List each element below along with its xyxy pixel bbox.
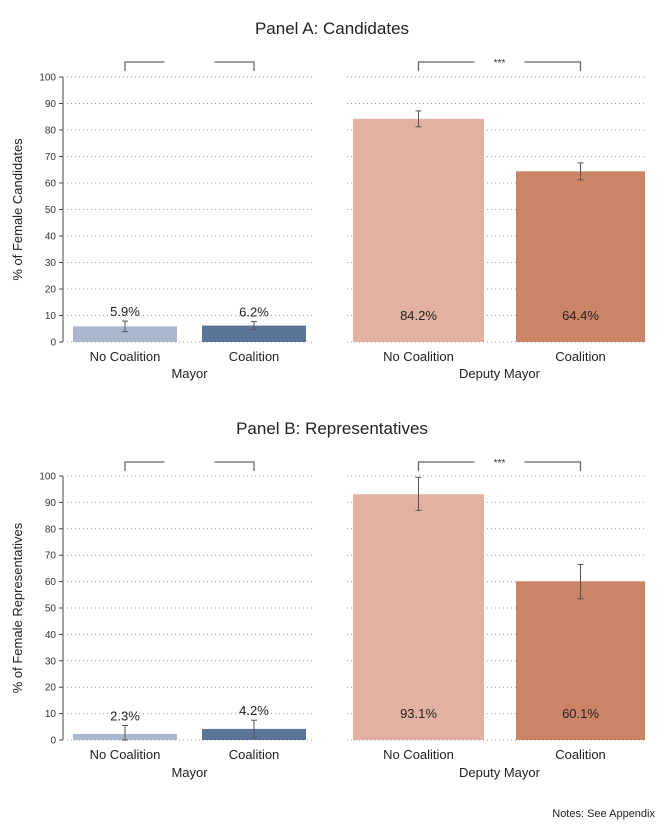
significance-label: ***: [494, 58, 506, 69]
notes-text: Notes: See Appendix: [552, 808, 655, 820]
group-label: Deputy Mayor: [459, 366, 541, 381]
significance-bracket: [124, 61, 165, 71]
significance-bracket: [417, 461, 475, 471]
panel-title: Panel A: Candidates: [255, 19, 409, 38]
data-label: 64.4%: [562, 308, 599, 323]
data-label: 2.3%: [110, 708, 140, 723]
data-label: 60.1%: [562, 706, 599, 721]
y-tick-label: 20: [45, 285, 57, 296]
significance-bracket: [124, 461, 165, 471]
x-tick-label: Coalition: [555, 349, 606, 364]
y-tick-label: 70: [45, 551, 57, 562]
x-tick-label: No Coalition: [90, 747, 161, 762]
y-tick-label: 0: [50, 736, 56, 747]
data-label: 84.2%: [400, 308, 437, 323]
data-label: 6.2%: [239, 305, 269, 320]
x-tick-label: Coalition: [229, 349, 280, 364]
group-label: Deputy Mayor: [459, 765, 541, 780]
y-axis-label: % of Female Representatives: [10, 522, 25, 693]
significance-bracket: [524, 61, 582, 71]
y-tick-label: 40: [45, 630, 57, 641]
y-axis-label: % of Female Candidates: [10, 138, 25, 281]
y-tick-label: 60: [45, 179, 57, 190]
y-tick-label: 30: [45, 656, 57, 667]
y-tick-label: 20: [45, 683, 57, 694]
bar: [353, 494, 484, 740]
panel-title: Panel B: Representatives: [236, 419, 428, 438]
bar: [202, 325, 306, 342]
group-label: Mayor: [171, 765, 208, 780]
y-tick-label: 60: [45, 577, 57, 588]
significance-bracket: [214, 61, 255, 71]
x-tick-label: Coalition: [555, 747, 606, 762]
y-tick-label: 50: [45, 604, 57, 615]
y-tick-label: 90: [45, 498, 57, 509]
y-tick-label: 50: [45, 205, 57, 216]
group-label: Mayor: [171, 366, 208, 381]
y-tick-label: 30: [45, 258, 57, 269]
y-tick-label: 90: [45, 99, 57, 110]
data-label: 4.2%: [239, 703, 269, 718]
x-tick-label: No Coalition: [90, 349, 161, 364]
significance-bracket: [214, 461, 255, 471]
bar: [516, 171, 645, 342]
y-tick-label: 40: [45, 232, 57, 243]
y-tick-label: 0: [50, 338, 56, 349]
y-tick-label: 100: [39, 73, 56, 84]
y-tick-label: 10: [45, 709, 57, 720]
bar: [516, 581, 645, 740]
x-tick-label: No Coalition: [383, 349, 454, 364]
y-tick-label: 80: [45, 524, 57, 535]
data-label: 5.9%: [110, 304, 140, 319]
x-tick-label: No Coalition: [383, 747, 454, 762]
significance-bracket: [524, 461, 582, 471]
y-tick-label: 70: [45, 152, 57, 163]
significance-label: ***: [494, 458, 506, 469]
data-label: 93.1%: [400, 706, 437, 721]
significance-bracket: [417, 61, 475, 71]
y-tick-label: 10: [45, 311, 57, 322]
x-tick-label: Coalition: [229, 747, 280, 762]
bar: [73, 326, 177, 342]
y-tick-label: 80: [45, 126, 57, 137]
y-tick-label: 100: [39, 472, 56, 483]
bar: [353, 118, 484, 343]
